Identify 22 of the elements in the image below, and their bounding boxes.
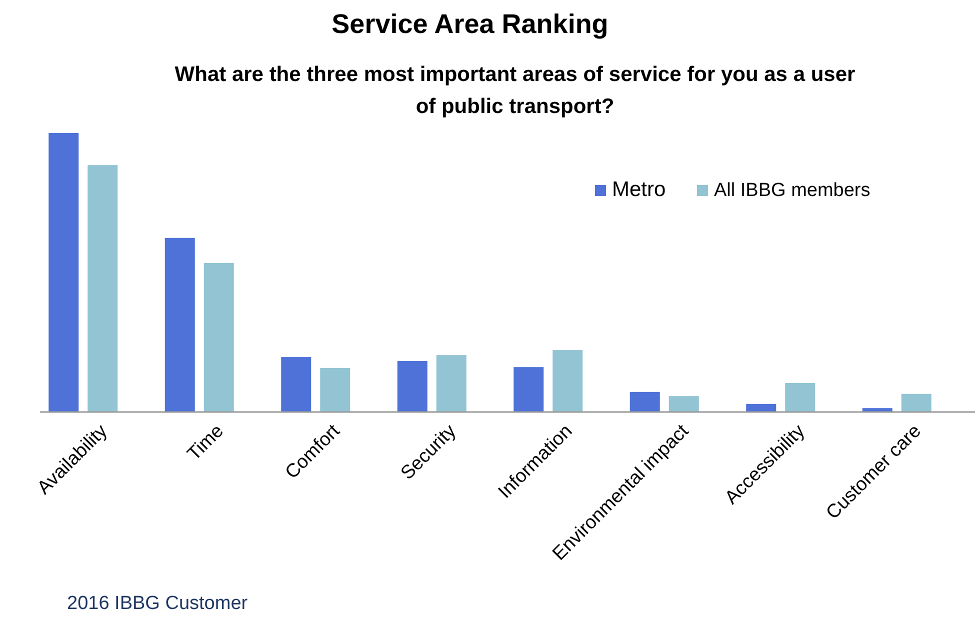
bar: [514, 367, 544, 412]
legend-label: All IBBG members: [714, 180, 870, 201]
bar: [320, 368, 350, 412]
x-tick-label: Time: [184, 420, 228, 465]
bar: [746, 404, 776, 412]
bar: [204, 263, 234, 412]
bar: [281, 357, 312, 412]
chart-title: Service Area Ranking: [332, 9, 608, 39]
bar: [901, 394, 932, 412]
bar: [630, 392, 660, 412]
legend-label: Metro: [612, 178, 666, 201]
bar: [88, 165, 118, 412]
bar: [862, 408, 892, 412]
bar: [785, 382, 816, 412]
bar: [436, 355, 466, 412]
bar: [668, 396, 699, 412]
bar: [48, 133, 79, 412]
bar: [552, 350, 583, 412]
text: 2016 IBBG Customer: [67, 593, 248, 614]
bar: [164, 238, 195, 412]
chart-subtitle: What are the three most important areas of service for you as a user of public transport?: [174, 63, 856, 118]
bar: [397, 360, 428, 412]
